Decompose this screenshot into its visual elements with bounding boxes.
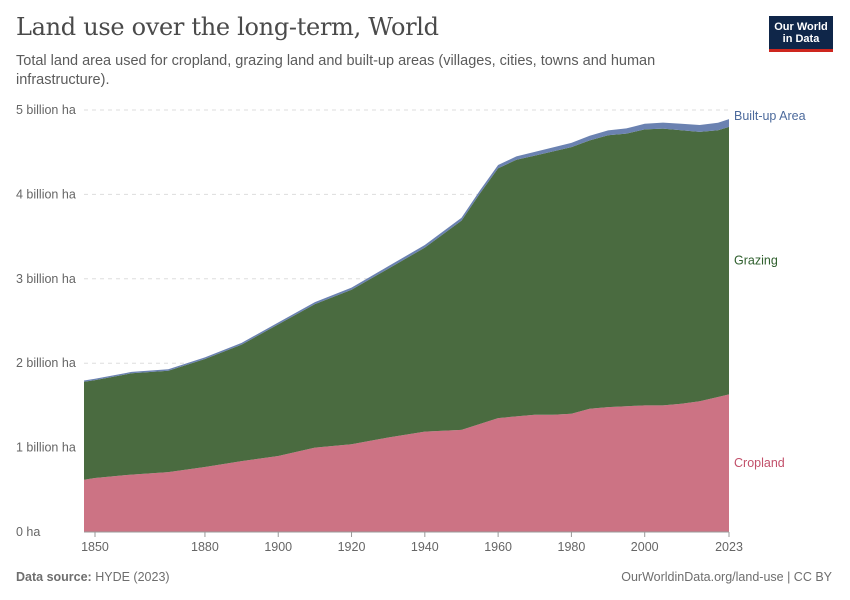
logo-line-1: Our World	[774, 21, 828, 33]
x-tick-label: 1880	[191, 540, 219, 554]
built-up-area-label: Built-up Area	[734, 109, 806, 123]
x-tick-label: 1920	[338, 540, 366, 554]
x-tick-label: 2023	[715, 540, 743, 554]
data-source-label: Data source:	[16, 570, 92, 584]
series-labels: Cropland Grazing Built-up Area	[734, 109, 806, 470]
stacked-areas	[84, 119, 729, 532]
x-tick-label: 2000	[631, 540, 659, 554]
axes: 0 ha 1 billion ha 2 billion ha 3 billion ha…	[16, 103, 743, 554]
attribution-link[interactable]: OurWorldinData.org/land-use | CC BY	[621, 570, 832, 584]
owid-logo[interactable]: Our World in Data	[769, 16, 833, 52]
data-source: Data source: HYDE (2023)	[16, 570, 170, 584]
y-tick-label: 1 billion ha	[16, 441, 76, 455]
y-tick-label: 2 billion ha	[16, 356, 76, 370]
chart-title: Land use over the long-term, World	[16, 13, 439, 41]
chart-subtitle: Total land area used for cropland, grazi…	[16, 53, 656, 88]
y-tick-label: 0 ha	[16, 525, 40, 539]
cropland-area[interactable]	[84, 394, 729, 532]
x-tick-label: 1900	[264, 540, 292, 554]
cropland-label: Cropland	[734, 456, 785, 470]
logo-line-2: in Data	[782, 33, 820, 45]
grazing-area[interactable]	[84, 126, 729, 480]
x-tick-label: 1980	[558, 540, 586, 554]
x-tick-label: 1960	[484, 540, 512, 554]
y-tick-label: 3 billion ha	[16, 272, 76, 286]
y-tick-label: 4 billion ha	[16, 187, 76, 201]
data-source-value[interactable]: HYDE (2023)	[95, 570, 170, 584]
y-tick-label: 5 billion ha	[16, 103, 76, 117]
x-tick-label: 1940	[411, 540, 439, 554]
grazing-label: Grazing	[734, 254, 778, 268]
x-tick-label: 1850	[81, 540, 109, 554]
